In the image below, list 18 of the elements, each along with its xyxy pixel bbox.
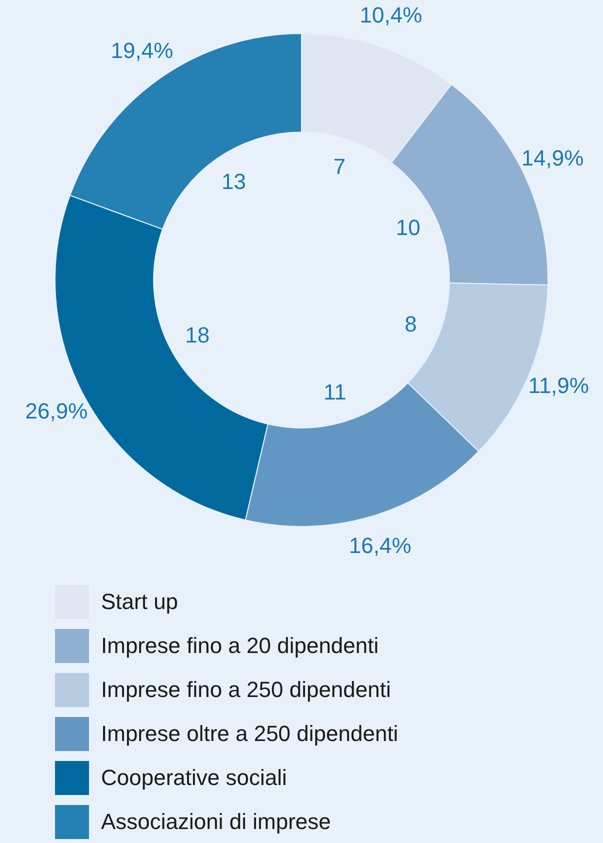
- text: 10: [396, 214, 420, 240]
- data-label: 26,9%: [25, 398, 88, 424]
- legend-label: Imprese fino a 250 dipendenti: [101, 677, 391, 703]
- legend-label: Cooperative sociali: [101, 765, 287, 791]
- text: 8: [404, 312, 417, 337]
- data-label: 16,4%: [348, 533, 412, 558]
- legend-label: Imprese fino a 20 dipendenti: [101, 633, 379, 659]
- text: 13: [221, 169, 246, 194]
- text: 11: [323, 380, 346, 405]
- data-label: 10,4%: [360, 2, 422, 28]
- text: 7: [333, 154, 346, 180]
- legend-label: Associazioni di imprese: [101, 809, 331, 835]
- data-label: 14,9%: [521, 145, 584, 170]
- data-label: 19,4%: [110, 38, 174, 63]
- legend-label: Start up: [101, 589, 178, 615]
- text: 18: [185, 322, 210, 348]
- data-label: 11,9%: [528, 373, 589, 398]
- legend-label: Imprese oltre a 250 dipendenti: [101, 721, 398, 747]
